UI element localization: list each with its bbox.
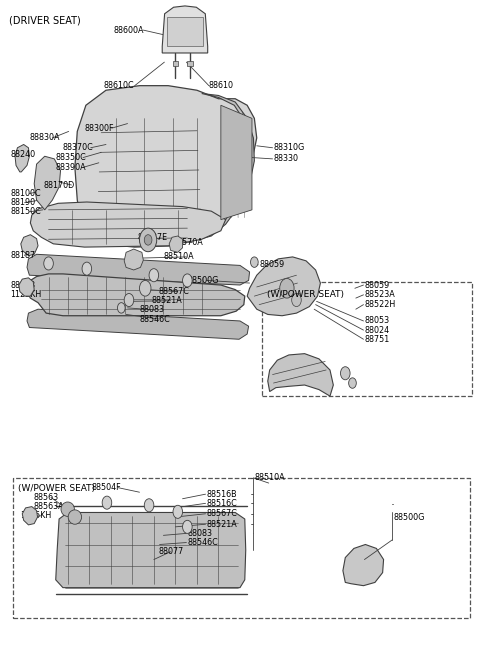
Bar [172,61,178,66]
Text: 88059: 88059 [259,260,284,269]
Circle shape [182,520,192,533]
Circle shape [280,278,294,298]
Polygon shape [27,274,245,316]
FancyBboxPatch shape [12,478,470,618]
Text: 88830A: 88830A [29,134,60,142]
Polygon shape [162,6,208,53]
Text: 88563: 88563 [33,493,59,502]
Circle shape [348,378,356,388]
Polygon shape [221,105,252,219]
Polygon shape [268,354,333,396]
Text: (W/POWER SEAT): (W/POWER SEAT) [267,290,344,299]
Circle shape [44,257,53,270]
Text: 88083: 88083 [140,305,165,314]
Text: 88546C: 88546C [187,538,218,547]
Circle shape [144,498,154,512]
Text: 88059: 88059 [364,280,390,290]
Polygon shape [343,544,384,586]
Polygon shape [247,257,321,316]
Ellipse shape [68,510,82,524]
Text: 88521A: 88521A [152,296,182,305]
Text: 88510A: 88510A [254,474,285,482]
Circle shape [149,269,158,282]
Polygon shape [27,254,250,285]
Text: 88500G: 88500G [393,513,424,521]
Ellipse shape [61,502,74,516]
Circle shape [124,293,134,307]
Text: 88170D: 88170D [44,181,75,189]
Circle shape [292,293,301,307]
Polygon shape [199,94,254,239]
Text: 88751: 88751 [364,335,390,344]
Text: 88100C: 88100C [10,189,41,198]
Text: 88522H: 88522H [364,300,396,309]
Text: 88516B: 88516B [206,490,237,498]
Circle shape [251,257,258,267]
Text: 88563: 88563 [10,280,36,290]
Polygon shape [75,86,257,247]
Polygon shape [22,506,37,525]
Text: (DRIVER SEAT): (DRIVER SEAT) [9,15,81,25]
Text: 88390A: 88390A [56,163,86,172]
Text: 88083: 88083 [187,529,212,538]
Text: 88504F: 88504F [92,483,121,492]
Text: 1125KH: 1125KH [10,290,41,299]
FancyBboxPatch shape [262,282,472,396]
Text: 88567C: 88567C [158,287,190,296]
Polygon shape [56,512,246,588]
Polygon shape [15,145,29,172]
Text: 88500G: 88500G [187,276,219,285]
Text: 88187: 88187 [10,251,36,260]
Text: 88510A: 88510A [163,252,194,261]
Polygon shape [124,249,144,270]
Circle shape [144,234,152,245]
Polygon shape [34,157,60,210]
Text: 88563A: 88563A [33,502,64,511]
Text: 88567C: 88567C [206,510,238,518]
Polygon shape [27,309,249,339]
Text: 88570A: 88570A [173,238,204,247]
Polygon shape [169,236,182,252]
Circle shape [118,303,125,313]
Text: 88523A: 88523A [364,290,395,299]
Text: (W/POWER SEAT): (W/POWER SEAT) [18,484,96,493]
Text: 88150C: 88150C [10,208,41,216]
Text: 88610C: 88610C [104,81,134,90]
Text: 88350C: 88350C [56,153,86,162]
Text: 88600A: 88600A [114,26,144,35]
Polygon shape [30,202,226,247]
Text: 88077: 88077 [158,547,184,556]
Circle shape [340,367,350,380]
Text: 88240: 88240 [10,150,36,159]
Text: 88370C: 88370C [63,143,94,152]
Circle shape [140,280,151,296]
Circle shape [102,496,112,509]
Text: 88546C: 88546C [140,314,170,324]
Text: 88310G: 88310G [274,143,305,152]
Circle shape [140,228,157,252]
Bar [187,61,192,66]
Text: 88330: 88330 [274,155,299,163]
Text: 88300F: 88300F [84,124,114,133]
Polygon shape [19,278,34,296]
Text: 88516C: 88516C [206,499,237,508]
Polygon shape [167,17,203,47]
Polygon shape [21,234,38,255]
Circle shape [182,274,192,287]
Text: 88053: 88053 [364,316,390,326]
Text: 88024: 88024 [364,326,390,335]
Text: 88610: 88610 [209,81,234,90]
Circle shape [173,505,182,518]
Text: 88190: 88190 [10,198,36,207]
Text: 88137E: 88137E [137,233,167,242]
Circle shape [82,262,92,275]
Text: 88521A: 88521A [206,519,237,529]
Text: 1125KH: 1125KH [20,512,51,520]
